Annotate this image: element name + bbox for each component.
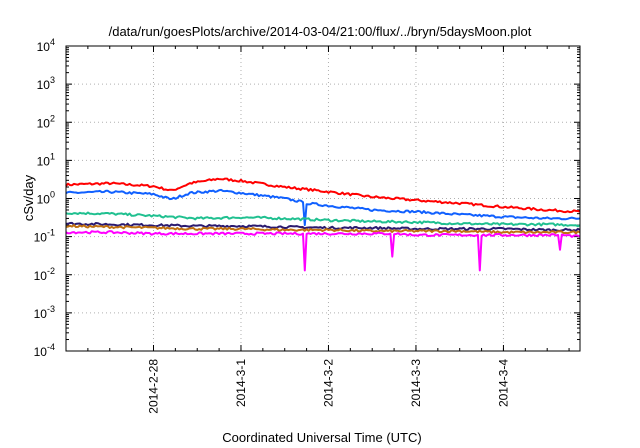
series-line-2 [65,188,581,227]
y-tick-label: 101 [37,151,55,168]
series-line-6 [65,230,581,272]
y-axis-ticks: 104 103 102 101 100 10-1 10-2 10-3 10-4 [34,37,580,359]
y-tick-label: 10-4 [34,342,55,359]
y-tick-label: 10-2 [34,266,55,283]
grid [66,46,580,351]
y-tick-label: 10-1 [34,228,55,245]
y-tick-label: 102 [37,113,55,130]
y-tick-label: 10-3 [34,304,55,321]
chart-title: /data/run/goesPlots/archive/2014-03-04/2… [109,24,532,39]
x-tick-label: 2014-3-1 [234,359,248,407]
series-lines [65,177,581,272]
x-axis-label: Coordinated Universal Time (UTC) [222,430,421,445]
y-axis-label: cSv/day [21,174,36,221]
series-line-3 [65,211,581,228]
x-tick-label: 2014-3-2 [321,359,335,407]
x-axis-ticks: 2014-2-28 2014-3-1 2014-3-2 2014-3-3 2014-3-… [65,46,570,414]
x-tick-label: 2014-3-3 [409,359,423,407]
x-tick-label: 2014-3-4 [496,359,510,407]
series-line-4 [66,221,581,233]
y-tick-label: 103 [37,75,55,92]
series-line-5 [65,224,581,235]
y-tick-label: 104 [37,37,55,54]
plot-frame [65,45,581,352]
series-line-1 [65,177,581,214]
x-tick-label: 2014-2-28 [146,359,160,414]
y-tick-label: 100 [37,190,55,207]
